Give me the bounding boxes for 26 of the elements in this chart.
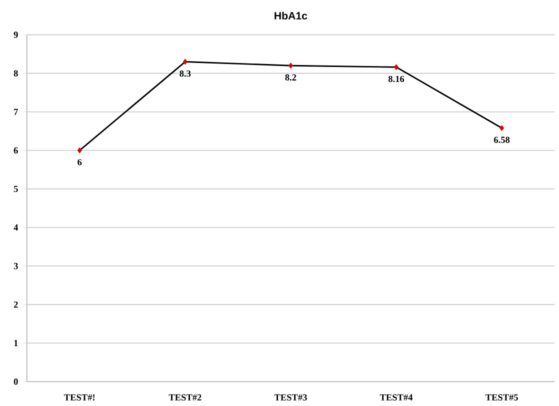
- y-tick-label: 1: [14, 340, 18, 346]
- y-tick-label: 8: [14, 70, 18, 77]
- point: [288, 62, 293, 69]
- data-label: 8.2: [285, 74, 296, 81]
- data-label: 8.16: [388, 76, 404, 82]
- x-tick-label: TEST#3: [274, 394, 307, 401]
- data-label: 6: [78, 159, 82, 166]
- point: [500, 125, 504, 132]
- chart-title: HbA1c: [274, 12, 308, 20]
- data-label: 8.3: [180, 70, 191, 77]
- point: [182, 59, 188, 65]
- x-tick-label: TEST#5: [485, 394, 518, 401]
- y-tick-label: 2: [14, 302, 18, 308]
- y-tick-label: 6: [14, 148, 18, 154]
- y-tick-label: 9: [14, 32, 18, 38]
- y-tick-label: 0: [14, 378, 18, 386]
- y-tick-label: 3: [14, 263, 18, 270]
- point: [394, 64, 399, 70]
- x-tick-label: TEST#!: [64, 394, 95, 401]
- y-tick-label: 5: [14, 186, 18, 192]
- x-tick-label: TEST#4: [380, 394, 413, 401]
- point: [77, 148, 82, 154]
- y-tick-label: 4: [14, 224, 18, 231]
- x-tick-label: TEST#2: [168, 394, 202, 401]
- y-tick-label: 7: [14, 109, 18, 116]
- data-label: 6.58: [494, 136, 510, 144]
